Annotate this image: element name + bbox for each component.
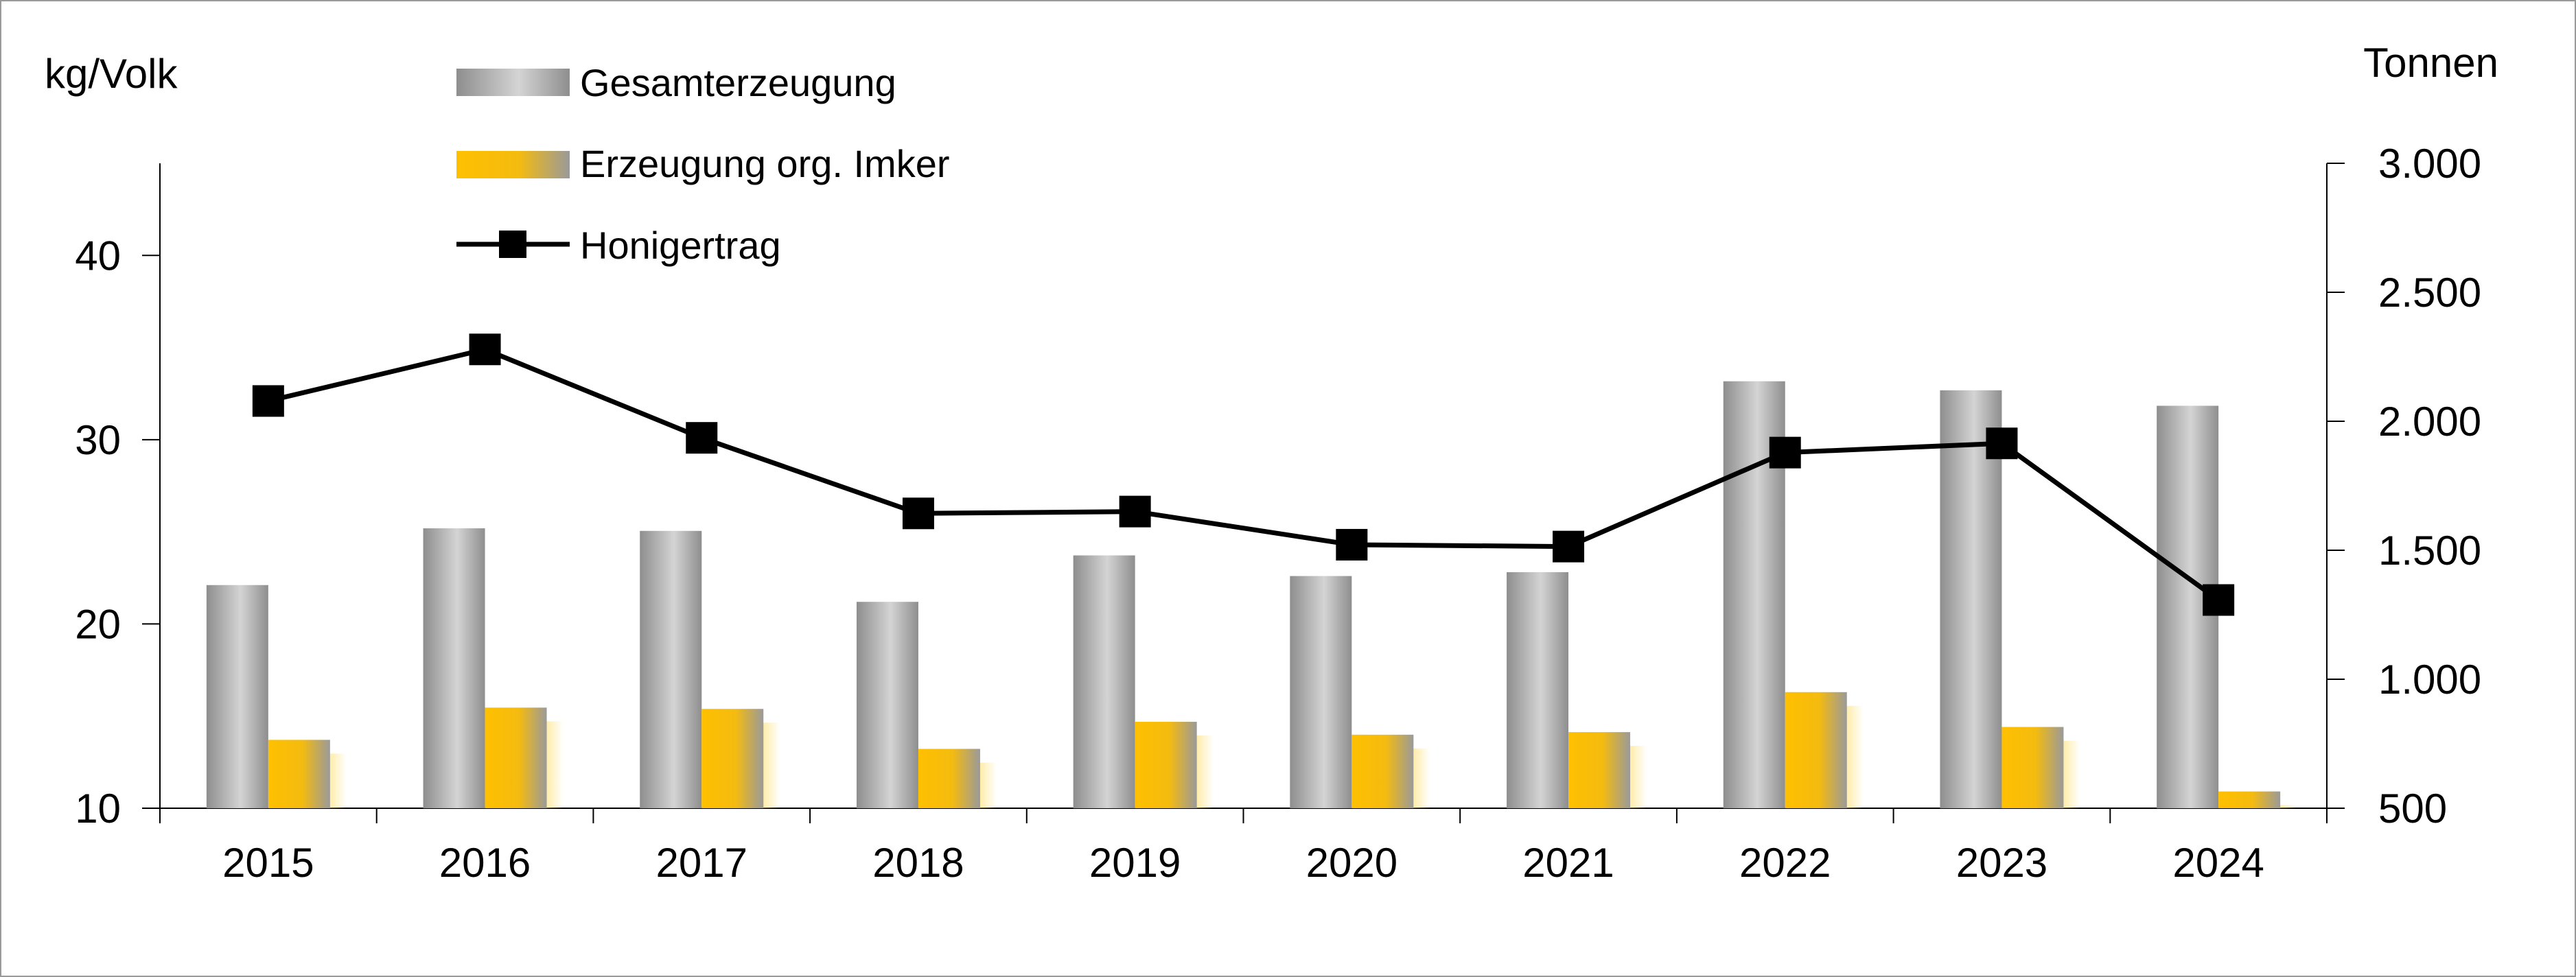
legend-swatch-gesamterzeugung bbox=[456, 69, 570, 96]
bar-gesamterzeugung bbox=[1507, 572, 1569, 808]
bar-erzeugung-org-imker bbox=[268, 740, 330, 808]
x-axis-tick-label: 2023 bbox=[1956, 840, 2047, 886]
bar-erzeugung-org-imker bbox=[485, 707, 547, 808]
left-axis-tick-label: 40 bbox=[75, 233, 121, 279]
bars bbox=[206, 381, 2297, 808]
left-axis-title: kg/Volk bbox=[45, 51, 178, 97]
x-axis-tick-label: 2020 bbox=[1306, 840, 1397, 886]
legend-label-gesamterzeugung: Gesamterzeugung bbox=[580, 61, 896, 104]
honigertrag-marker bbox=[2203, 584, 2235, 616]
left-axis-tick-label: 10 bbox=[75, 786, 121, 832]
right-axis-tick-label: 2.500 bbox=[2378, 270, 2481, 316]
honigertrag-marker bbox=[1986, 427, 2018, 460]
right-axis-tick-label: 3.000 bbox=[2378, 141, 2481, 187]
bar-gesamterzeugung bbox=[1940, 390, 2002, 808]
bar-glow-erzeugung-org-imker bbox=[544, 721, 564, 808]
honigertrag-marker bbox=[1119, 495, 1151, 528]
honigertrag-marker bbox=[1769, 436, 1801, 469]
left-axis-tick-label: 20 bbox=[75, 601, 121, 647]
x-axis-tick-label: 2016 bbox=[439, 840, 531, 886]
honigertrag-marker bbox=[469, 333, 501, 366]
bar-erzeugung-org-imker bbox=[2001, 727, 2064, 808]
legend-swatch-marker-honigertrag bbox=[499, 231, 526, 258]
bar-glow-erzeugung-org-imker bbox=[1844, 705, 1864, 808]
honigertrag-line bbox=[268, 346, 2220, 602]
honigertrag-marker bbox=[1553, 530, 1585, 563]
x-axis-tick-label: 2015 bbox=[222, 840, 314, 886]
honigertrag-marker bbox=[686, 422, 718, 454]
bar-gesamterzeugung bbox=[423, 528, 485, 808]
honigertrag-marker bbox=[902, 497, 934, 530]
legend-label-honigertrag: Honigertrag bbox=[580, 224, 781, 267]
bar-erzeugung-org-imker bbox=[1351, 734, 1414, 808]
bar-erzeugung-org-imker bbox=[2218, 791, 2281, 808]
bar-glow-erzeugung-org-imker bbox=[2061, 740, 2080, 808]
x-axis-tick-label: 2024 bbox=[2172, 840, 2264, 886]
left-axis-tick-label: 30 bbox=[75, 417, 121, 463]
bar-glow-erzeugung-org-imker bbox=[1411, 748, 1430, 808]
right-axis-tick-label: 2.000 bbox=[2378, 399, 2481, 445]
bar-erzeugung-org-imker bbox=[1135, 722, 1197, 808]
legend-label-erzeugung-org-imker: Erzeugung org. Imker bbox=[580, 142, 949, 185]
bar-gesamterzeugung bbox=[1290, 576, 1352, 808]
right-axis-tick-label: 1.000 bbox=[2378, 657, 2481, 703]
x-axis-tick-label: 2017 bbox=[656, 840, 747, 886]
bar-glow-erzeugung-org-imker bbox=[2277, 805, 2297, 808]
bar-erzeugung-org-imker bbox=[1568, 732, 1631, 808]
bar-erzeugung-org-imker bbox=[1785, 692, 1847, 808]
bar-erzeugung-org-imker bbox=[701, 709, 764, 808]
right-axis-tick-label: 1.500 bbox=[2378, 528, 2481, 574]
bar-gesamterzeugung bbox=[640, 530, 702, 808]
honigertrag-line-series bbox=[252, 333, 2235, 616]
bar-gesamterzeugung bbox=[856, 602, 918, 808]
x-axis-tick-label: 2022 bbox=[1739, 840, 1831, 886]
bar-glow-erzeugung-org-imker bbox=[1194, 735, 1214, 808]
bar-erzeugung-org-imker bbox=[918, 749, 980, 808]
bar-gesamterzeugung bbox=[1073, 555, 1135, 808]
bar-gesamterzeugung bbox=[206, 585, 268, 808]
honigertrag-marker bbox=[1336, 528, 1368, 561]
x-axis-tick-label: 2018 bbox=[872, 840, 964, 886]
legend: Gesamterzeugung Erzeugung org. Imker Hon… bbox=[456, 61, 949, 267]
bar-glow-erzeugung-org-imker bbox=[327, 753, 347, 808]
x-axis-tick-label: 2019 bbox=[1089, 840, 1181, 886]
right-axis-tick-label: 500 bbox=[2378, 786, 2447, 832]
right-axis-title: Tonnen bbox=[2363, 40, 2498, 86]
honigertrag-marker bbox=[252, 385, 284, 417]
bar-glow-erzeugung-org-imker bbox=[1627, 746, 1647, 808]
bar-glow-erzeugung-org-imker bbox=[761, 722, 780, 808]
x-axis-tick-label: 2021 bbox=[1522, 840, 1614, 886]
bar-glow-erzeugung-org-imker bbox=[977, 762, 997, 808]
legend-swatch-erzeugung-org-imker bbox=[456, 151, 570, 178]
